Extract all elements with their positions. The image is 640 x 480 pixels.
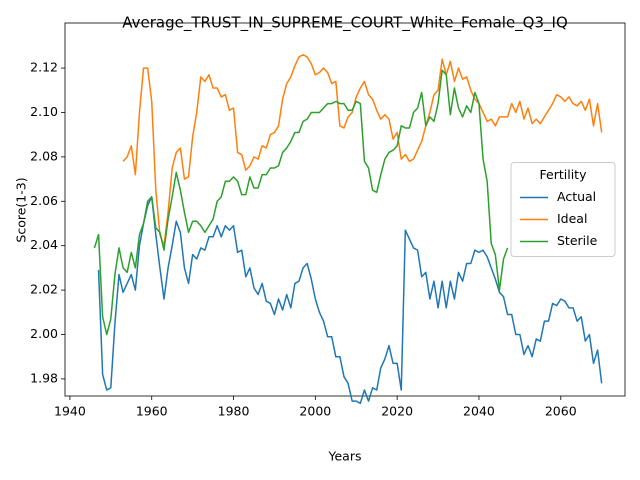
x-tick-label: 1980	[218, 404, 250, 419]
y-axis-label: Score(1-3)	[14, 177, 29, 242]
x-axis-label: Years	[328, 449, 362, 464]
plot-frame	[64, 22, 626, 397]
y-tick-label: 2.10	[30, 104, 58, 119]
legend-label: Sterile	[557, 233, 598, 248]
series-line	[97, 196, 603, 405]
x-tick-label: 1960	[136, 404, 168, 419]
x-tick-label: 2060	[545, 404, 577, 419]
y-tick-label: 2.04	[30, 237, 58, 252]
legend-label: Actual	[557, 189, 596, 204]
legend-title: Fertility	[540, 167, 588, 182]
x-tick-label: 1940	[54, 404, 86, 419]
y-tick-label: 2.12	[30, 60, 58, 75]
y-tick-label: 2.06	[30, 193, 58, 208]
y-tick-label: 2.02	[30, 282, 58, 297]
x-tick-label: 2040	[463, 404, 495, 419]
legend-box	[510, 162, 616, 257]
series-line	[93, 69, 509, 336]
series-line	[122, 54, 603, 247]
x-tick-label: 2020	[381, 404, 413, 419]
y-tick-label: 2.08	[30, 148, 58, 163]
x-tick-label: 2000	[299, 404, 331, 419]
y-tick-label: 1.98	[30, 370, 58, 385]
y-tick-label: 2.00	[30, 326, 58, 341]
legend-label: Ideal	[557, 211, 587, 226]
